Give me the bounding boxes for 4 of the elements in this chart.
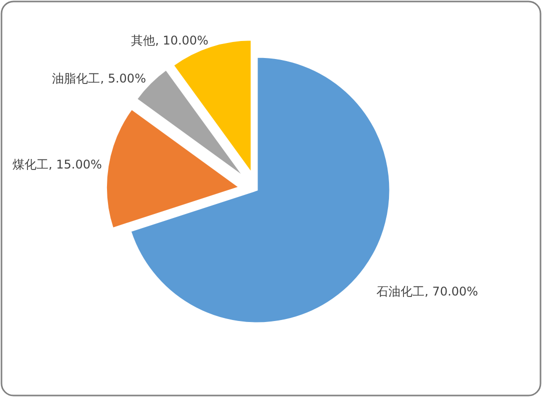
slice-label: 油脂化工, 5.00% <box>52 71 146 86</box>
slice-label: 石油化工, 70.00% <box>376 284 478 300</box>
slice-label: 其他, 10.00% <box>131 33 208 48</box>
slice-label: 煤化工, 15.00% <box>12 158 102 173</box>
